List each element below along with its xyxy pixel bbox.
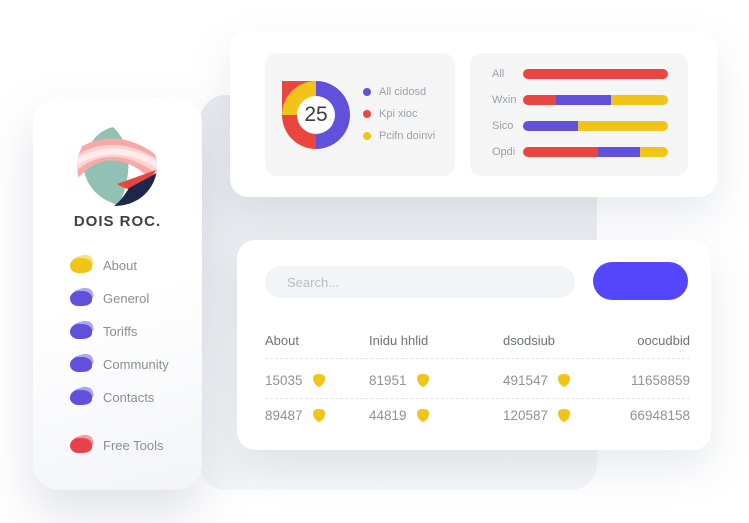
legend-item: Kpi xioc (363, 103, 435, 125)
sidebar-item-toriffs[interactable]: Toriffs (69, 315, 190, 348)
table-row: 89487 44819 120587 66948158 (265, 401, 690, 429)
table-cell: 120587 (503, 408, 625, 423)
legend-dot-icon (363, 132, 371, 140)
bar-category-label: Opdi (492, 146, 516, 158)
sidebar-item-label: Contacts (103, 390, 155, 405)
table-cell: 15035 (265, 373, 369, 388)
stacked-bar (523, 147, 668, 157)
bar-row: Sico (492, 113, 668, 139)
donut-center-value: 25 (297, 96, 335, 134)
menu-blob-icon (69, 318, 96, 340)
column-header: oocudbid (637, 332, 690, 348)
cell-value: 44819 (369, 407, 407, 423)
cell-value: 491547 (503, 372, 549, 388)
table-card: About Inidu hhlid dsodsiub oocudbid 1503… (237, 240, 711, 450)
table-cell: 81951 (369, 373, 503, 388)
badge-shield-icon (416, 373, 429, 387)
row-divider (265, 398, 690, 399)
table-cell: 89487 (265, 408, 369, 423)
column-header: About (265, 332, 299, 348)
bar-category-label: Sico (492, 120, 514, 132)
legend-dot-icon (363, 88, 371, 96)
table-cell: 11658859 (625, 373, 690, 388)
legend-item: Pcifn doinvi (363, 125, 435, 147)
donut-legend: All cidosd Kpi xioc Pcifn doinvi (363, 81, 435, 147)
menu-blob-icon (69, 252, 96, 274)
sidebar-item-label: Toriffs (103, 324, 138, 339)
column-header: Inidu hhlid (369, 332, 429, 348)
sidebar-item-community[interactable]: Community (69, 348, 190, 381)
search-input[interactable] (265, 266, 575, 298)
cell-value: 89487 (265, 407, 303, 423)
menu-blob-icon (69, 351, 96, 373)
menu-blob-icon (69, 384, 96, 406)
bar-category-label: Wxin (492, 94, 517, 106)
badge-shield-icon (312, 408, 325, 422)
donut-chart-panel: 25 All cidosd Kpi xioc Pcifn doinvi (265, 53, 455, 176)
top-left-white-shape (0, 0, 190, 55)
sidebar-item-contacts[interactable]: Contacts (69, 381, 190, 414)
sidebar-item-label: Community (103, 357, 169, 372)
stacked-bar (523, 69, 668, 79)
sidebar-item-label: About (103, 258, 137, 273)
column-header: dsodsiub (503, 332, 556, 348)
legend-dot-icon (363, 110, 371, 118)
cell-value: 11658859 (630, 372, 690, 388)
stacked-bars-panel: All Wxin Sico Opdi (470, 53, 688, 176)
table-cell: 491547 (503, 373, 625, 388)
stacked-bar (523, 121, 668, 131)
table-header-row: About Inidu hhlid dsodsiub oocudbid (265, 328, 690, 352)
table-cell: 66948158 (625, 408, 690, 423)
badge-shield-icon (312, 373, 325, 387)
badge-shield-icon (558, 408, 571, 422)
row-divider (265, 358, 690, 359)
sidebar-item-label: Generol (103, 291, 150, 306)
cell-value: 81951 (369, 372, 407, 388)
badge-shield-icon (558, 373, 571, 387)
legend-label: Pcifn doinvi (379, 130, 436, 142)
menu-blob-icon (69, 432, 96, 454)
bar-row: All (492, 61, 668, 87)
bottom-right-white-shape (638, 497, 749, 523)
cell-value: 120587 (503, 407, 549, 423)
bar-category-label: All (492, 68, 505, 80)
cell-value: 15035 (265, 372, 303, 388)
sidebar: DOIS ROC. About Generol (33, 97, 202, 490)
brand-logo-icon (77, 126, 157, 206)
brand-title: DOIS ROC. (73, 213, 162, 230)
legend-label: Kpi xioc (379, 108, 418, 120)
cell-value: 66948158 (629, 407, 690, 423)
primary-action-button[interactable] (593, 262, 688, 300)
sidebar-item-free-tools[interactable]: Free Tools (69, 429, 190, 462)
sidebar-item-label: Free Tools (103, 438, 164, 453)
legend-item: All cidosd (363, 81, 435, 103)
legend-label: All cidosd (379, 86, 427, 98)
bar-row: Opdi (492, 139, 668, 165)
stacked-bar (523, 95, 668, 105)
charts-card: 25 All cidosd Kpi xioc Pcifn doinvi (230, 31, 717, 197)
badge-shield-icon (416, 408, 429, 422)
sidebar-menu: About Generol Toriffs (69, 249, 190, 462)
menu-blob-icon (69, 285, 96, 307)
bar-row: Wxin (492, 87, 668, 113)
table-row: 15035 81951 491547 11658859 (265, 366, 690, 394)
stacked-bars-chart: All Wxin Sico Opdi (492, 61, 668, 165)
donut-chart: 25 (282, 81, 350, 149)
sidebar-item-generol[interactable]: Generol (69, 282, 190, 315)
sidebar-item-about[interactable]: About (69, 249, 190, 282)
table-cell: 44819 (369, 408, 503, 423)
